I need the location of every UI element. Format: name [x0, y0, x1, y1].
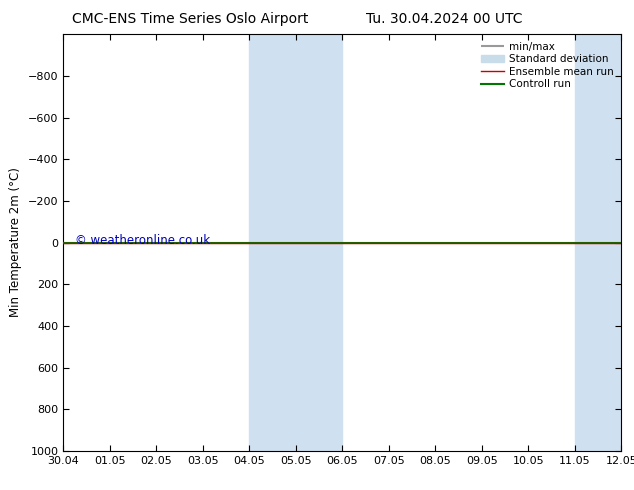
- Legend: min/max, Standard deviation, Ensemble mean run, Controll run: min/max, Standard deviation, Ensemble me…: [479, 40, 616, 92]
- Bar: [249, 34, 342, 451]
- Text: CMC-ENS Time Series Oslo Airport: CMC-ENS Time Series Oslo Airport: [72, 12, 308, 26]
- Text: Tu. 30.04.2024 00 UTC: Tu. 30.04.2024 00 UTC: [366, 12, 522, 26]
- Y-axis label: Min Temperature 2m (°C): Min Temperature 2m (°C): [10, 168, 22, 318]
- Text: © weatheronline.co.uk: © weatheronline.co.uk: [75, 234, 210, 247]
- Bar: [575, 34, 621, 451]
